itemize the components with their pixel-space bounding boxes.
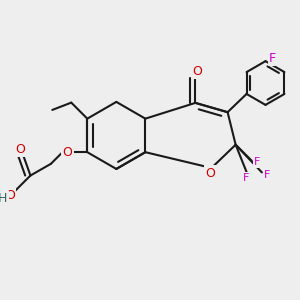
Text: O: O xyxy=(62,146,72,159)
Text: F: F xyxy=(269,52,276,65)
Text: O: O xyxy=(15,143,25,156)
Text: O: O xyxy=(192,65,202,78)
Text: F: F xyxy=(243,173,249,183)
Text: F: F xyxy=(254,157,261,167)
Text: H: H xyxy=(0,192,8,205)
Text: O: O xyxy=(205,167,215,180)
Text: O: O xyxy=(5,189,15,203)
Text: F: F xyxy=(264,170,270,180)
